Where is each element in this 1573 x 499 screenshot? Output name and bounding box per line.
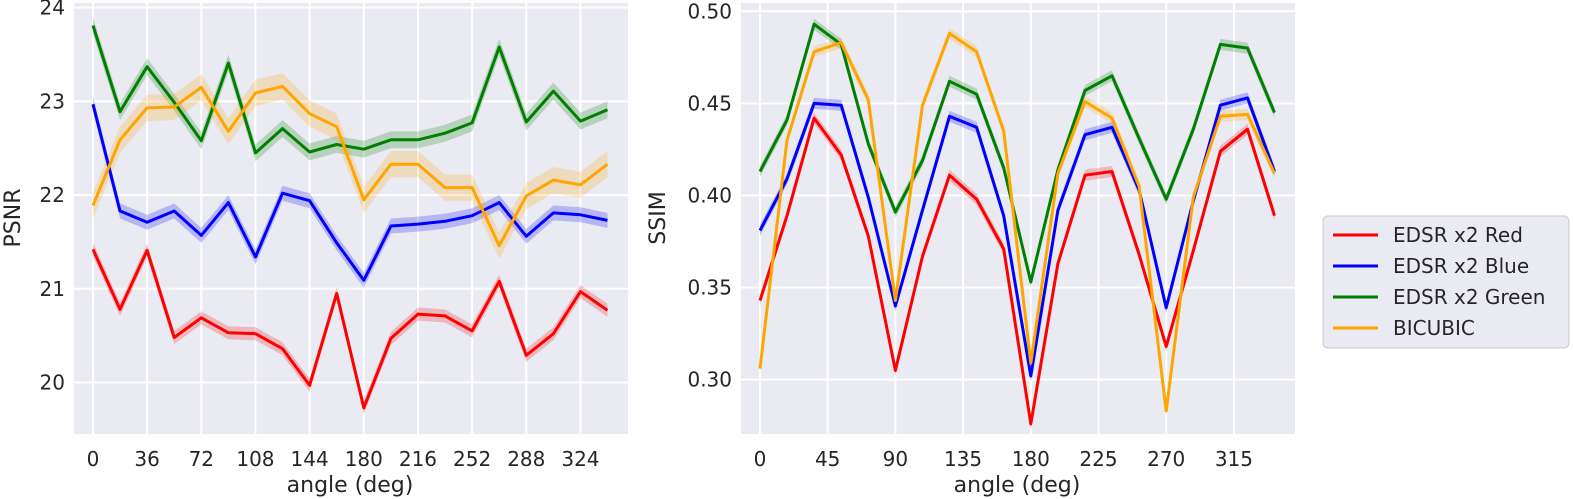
ssim-x-tick-label: 135	[944, 447, 982, 471]
psnr-chart: 0 36 72 108 144 180 216 252 288 324 20 21 22 23 24 an…	[1, 0, 628, 498]
ssim-y-tick-label: 0.30	[687, 368, 732, 392]
ssim-x-tick-label: 90	[883, 447, 908, 471]
ssim-y-axis-label: SSIM	[646, 191, 671, 244]
psnr-xticks: 0 36 72 108 144 180 216 252 288 324	[87, 447, 600, 471]
psnr-plot-area	[74, 3, 628, 434]
ssim-xticks: 0 45 90 135 180 225 270 315	[754, 447, 1253, 471]
psnr-x-tick-label: 324	[561, 447, 599, 471]
psnr-y-tick-label: 21	[40, 277, 65, 301]
ssim-x-tick-label: 180	[1012, 447, 1050, 471]
legend-label-red: EDSR x2 Red	[1393, 223, 1523, 247]
psnr-x-tick-label: 180	[345, 447, 383, 471]
psnr-x-axis-label: angle (deg)	[287, 473, 414, 498]
psnr-lines	[91, 25, 609, 410]
psnr-line-green	[91, 25, 609, 155]
ssim-x-tick-label: 225	[1079, 447, 1117, 471]
ssim-line-red	[758, 116, 1276, 426]
ssim-x-axis-label: angle (deg)	[954, 473, 1081, 498]
ssim-y-tick-label: 0.45	[687, 91, 732, 115]
ssim-yticks: 0.30 0.35 0.40 0.45 0.50	[687, 0, 732, 392]
psnr-y-tick-label: 20	[40, 370, 65, 394]
psnr-line-red	[91, 248, 609, 410]
legend-label-green: EDSR x2 Green	[1393, 285, 1545, 309]
legend-label-blue: EDSR x2 Blue	[1393, 254, 1529, 278]
psnr-x-tick-label: 72	[189, 447, 214, 471]
psnr-y-tick-label: 22	[40, 183, 65, 207]
psnr-x-tick-label: 0	[87, 447, 100, 471]
psnr-band-red	[93, 242, 608, 415]
psnr-y-axis-label: PSNR	[1, 189, 26, 248]
psnr-x-tick-label: 108	[236, 447, 274, 471]
ssim-y-tick-label: 0.35	[687, 276, 732, 300]
ssim-x-tick-label: 45	[815, 447, 840, 471]
ssim-line-green	[758, 22, 1276, 284]
psnr-grid	[74, 3, 628, 434]
ssim-y-tick-label: 0.50	[687, 0, 732, 23]
psnr-x-tick-label: 288	[507, 447, 545, 471]
ssim-line-bicubic	[758, 31, 1276, 413]
psnr-line-bicubic	[91, 84, 609, 248]
psnr-y-tick-label: 24	[40, 0, 65, 20]
ssim-grid	[741, 3, 1295, 434]
psnr-x-tick-label: 36	[134, 447, 159, 471]
legend: EDSR x2 Red EDSR x2 Blue EDSR x2 Green B…	[1322, 215, 1570, 349]
legend-box	[1322, 215, 1570, 349]
ssim-x-tick-label: 315	[1215, 447, 1253, 471]
psnr-line-blue	[91, 103, 608, 282]
ssim-line-blue	[758, 96, 1276, 378]
psnr-x-tick-label: 252	[453, 447, 491, 471]
ssim-band-red	[760, 112, 1275, 430]
ssim-y-tick-label: 0.40	[687, 183, 732, 207]
ssim-lines	[758, 22, 1276, 426]
psnr-yticks: 20 21 22 23 24	[40, 0, 65, 394]
psnr-x-tick-label: 144	[291, 447, 329, 471]
psnr-y-tick-label: 23	[40, 89, 65, 113]
ssim-chart: 0 45 90 135 180 225 270 315 0.30 0.35 0.40 0.45 0.5…	[646, 0, 1295, 498]
legend-label-bicubic: BICUBIC	[1393, 316, 1475, 340]
psnr-x-tick-label: 216	[399, 447, 437, 471]
ssim-x-tick-label: 0	[754, 447, 767, 471]
ssim-x-tick-label: 270	[1147, 447, 1185, 471]
